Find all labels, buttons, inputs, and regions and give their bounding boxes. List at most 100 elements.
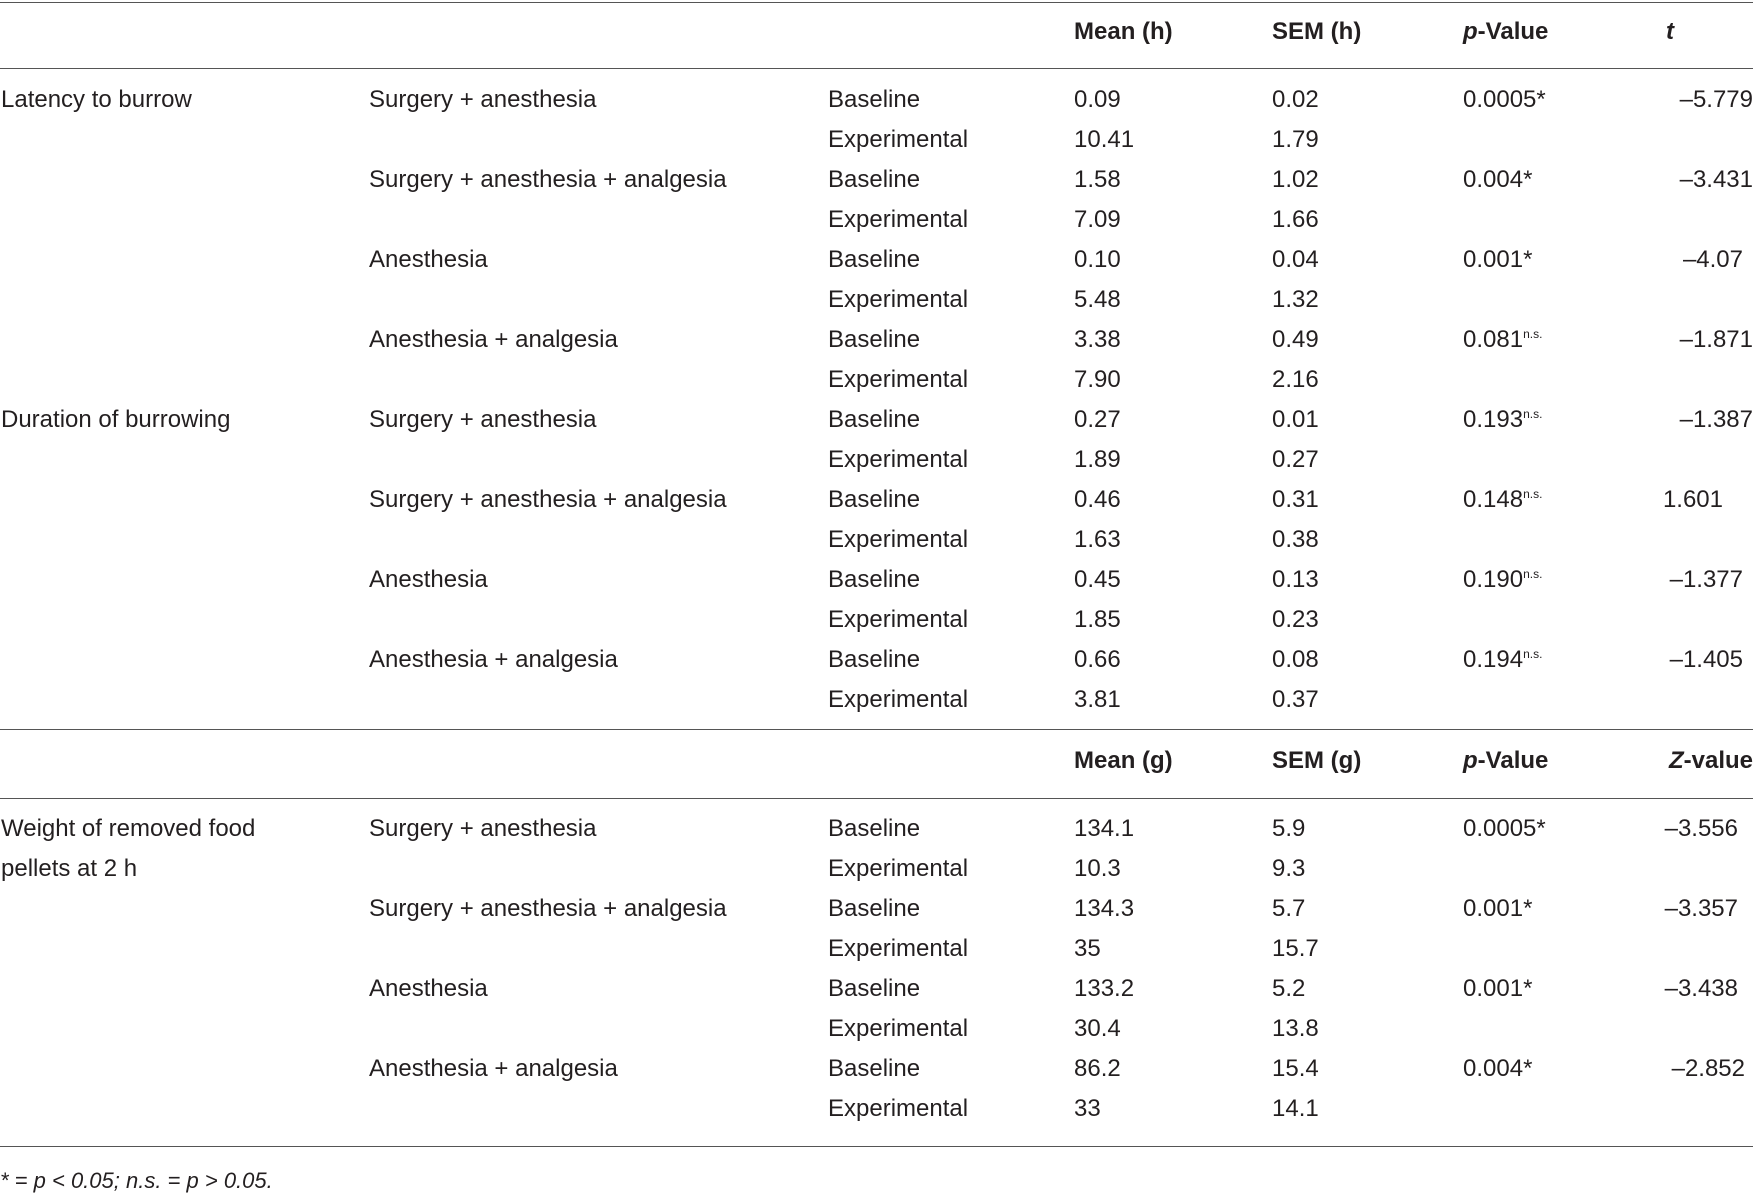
mean-value: 1.89 xyxy=(1074,446,1121,473)
header-p2-italic: p xyxy=(1463,747,1478,774)
sem-value: 0.08 xyxy=(1272,646,1319,673)
table-row: Experimental 7.90 2.16 xyxy=(0,360,1753,400)
header-mean-h: Mean (h) xyxy=(1074,18,1173,45)
significance-marker: n.s. xyxy=(1523,567,1543,581)
group-label: Anesthesia + analgesia xyxy=(369,646,618,673)
phase-label: Baseline xyxy=(828,646,921,673)
statistic-value: –1.387 xyxy=(1679,406,1753,433)
statistic-value: –3.438 xyxy=(1664,975,1738,1002)
sem-value: 0.38 xyxy=(1272,526,1319,553)
table-row: Anesthesia + analgesia Baseline 0.66 0.08 0.… xyxy=(0,640,1753,680)
mean-value: 30.4 xyxy=(1074,1015,1121,1042)
phase-label: Baseline xyxy=(828,326,921,353)
p-value-number: 0.0005 xyxy=(1463,86,1537,113)
p-value-number: 0.0005 xyxy=(1463,815,1537,842)
phase-label: Experimental xyxy=(828,1015,969,1042)
p-value: 0.190n.s. xyxy=(1463,560,1542,600)
measure-label: pellets at 2 h xyxy=(1,855,138,882)
statistic-value: –3.357 xyxy=(1664,895,1738,922)
statistic-value: –3.431 xyxy=(1679,166,1753,193)
header-p-rest: -Value xyxy=(1477,18,1549,45)
p-value-number: 0.001 xyxy=(1463,975,1524,1002)
group-label: Anesthesia + analgesia xyxy=(369,326,618,353)
p-value: 0.194n.s. xyxy=(1463,640,1542,680)
mean-value: 7.09 xyxy=(1074,206,1121,233)
mean-value: 5.48 xyxy=(1074,286,1121,313)
p-value: 0.0005* xyxy=(1463,80,1546,120)
p-value: 0.001* xyxy=(1463,969,1532,1009)
mean-value: 0.27 xyxy=(1074,406,1121,433)
sem-value: 15.4 xyxy=(1272,1055,1319,1082)
phase-label: Experimental xyxy=(828,446,969,473)
statistic-value: –2.852 xyxy=(1671,1055,1745,1082)
table-row: Experimental 3.81 0.37 xyxy=(0,680,1753,720)
sem-value: 0.23 xyxy=(1272,606,1319,633)
p-value-number: 0.148 xyxy=(1463,486,1524,513)
mean-value: 134.3 xyxy=(1074,895,1135,922)
table-row: Surgery + anesthesia + analgesia Baseline… xyxy=(0,160,1753,200)
header-rule-2 xyxy=(0,798,1753,799)
sem-value: 1.32 xyxy=(1272,286,1319,313)
phase-label: Baseline xyxy=(828,486,921,513)
mean-value: 33 xyxy=(1074,1095,1101,1122)
sem-value: 1.79 xyxy=(1272,126,1319,153)
table-row: pellets at 2 h Experimental 10.3 9.3 xyxy=(0,849,1753,889)
p-value: 0.001* xyxy=(1463,889,1532,929)
mean-value: 0.10 xyxy=(1074,246,1121,273)
significance-marker: n.s. xyxy=(1523,327,1543,341)
p-value-number: 0.190 xyxy=(1463,566,1524,593)
significance-marker: * xyxy=(1536,815,1546,842)
phase-label: Baseline xyxy=(828,975,921,1002)
mean-value: 1.85 xyxy=(1074,606,1121,633)
p-value-number: 0.081 xyxy=(1463,326,1524,353)
phase-label: Baseline xyxy=(828,815,921,842)
phase-label: Baseline xyxy=(828,566,921,593)
mean-value: 0.09 xyxy=(1074,86,1121,113)
top-rule xyxy=(0,2,1753,3)
header-z-italic: Z xyxy=(1668,747,1684,774)
phase-label: Experimental xyxy=(828,606,969,633)
header-z-value: Z-value xyxy=(1669,741,1753,781)
bottom-rule xyxy=(0,1146,1753,1147)
table-row: Anesthesia + analgesia Baseline 3.38 0.49 0.… xyxy=(0,320,1753,360)
table-row: Experimental 5.48 1.32 xyxy=(0,280,1753,320)
group-label: Surgery + anesthesia + analgesia xyxy=(369,895,727,922)
table-row: Anesthesia Baseline 0.10 0.04 0.001* –4.07 xyxy=(0,240,1753,280)
header-mean-g: Mean (g) xyxy=(1074,747,1173,774)
phase-label: Experimental xyxy=(828,126,969,153)
significance-marker: * xyxy=(1523,166,1533,193)
table-header-hours: Mean (h) SEM (h) p-Value t xyxy=(0,12,1753,52)
group-label: Surgery + anesthesia xyxy=(369,815,597,842)
sem-value: 0.37 xyxy=(1272,686,1319,713)
phase-label: Experimental xyxy=(828,526,969,553)
significance-marker: n.s. xyxy=(1523,487,1543,501)
phase-label: Experimental xyxy=(828,1095,969,1122)
measure-label: Weight of removed food xyxy=(1,815,256,842)
table-row: Surgery + anesthesia + analgesia Baseline… xyxy=(0,480,1753,520)
table-row: Duration of burrowing Surgery + anesthesi… xyxy=(0,400,1753,440)
group-label: Anesthesia xyxy=(369,975,488,1002)
significance-marker: n.s. xyxy=(1523,407,1543,421)
statistic-value: –1.405 xyxy=(1669,646,1743,673)
table-row: Weight of removed food Surgery + anesthes… xyxy=(0,809,1753,849)
sem-value: 5.2 xyxy=(1272,975,1306,1002)
mean-value: 1.58 xyxy=(1074,166,1121,193)
section-rule xyxy=(0,729,1753,730)
phase-label: Baseline xyxy=(828,895,921,922)
header-z-rest: -value xyxy=(1683,747,1753,774)
p-value: 0.004* xyxy=(1463,1049,1532,1089)
header-sem-g: SEM (g) xyxy=(1272,747,1362,774)
sem-value: 5.9 xyxy=(1272,815,1306,842)
measure-label: Duration of burrowing xyxy=(1,406,231,433)
phase-label: Experimental xyxy=(828,366,969,393)
phase-label: Experimental xyxy=(828,855,969,882)
mean-value: 3.38 xyxy=(1074,326,1121,353)
sem-value: 0.13 xyxy=(1272,566,1319,593)
significance-marker: * xyxy=(1523,1055,1533,1082)
significance-marker: * xyxy=(1523,895,1533,922)
header-p2-rest: -Value xyxy=(1477,747,1549,774)
table-row: Experimental 30.4 13.8 xyxy=(0,1009,1753,1049)
table-row: Experimental 1.89 0.27 xyxy=(0,440,1753,480)
group-label: Anesthesia xyxy=(369,246,488,273)
